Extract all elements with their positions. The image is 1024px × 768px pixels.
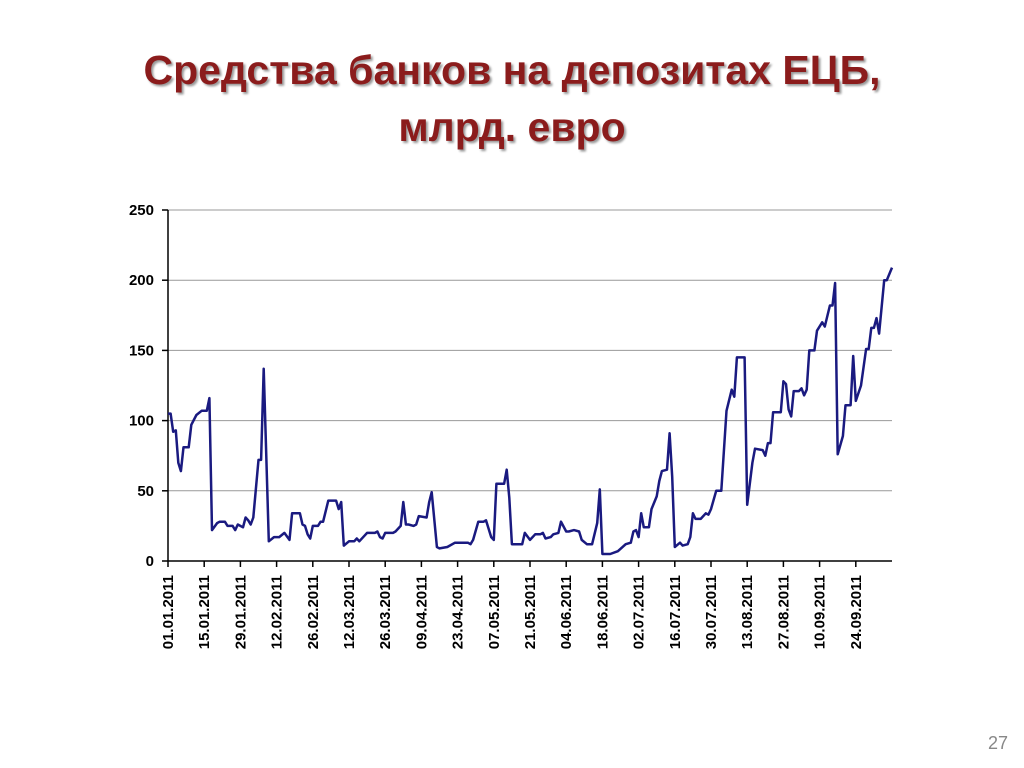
y-tick-label: 50 [137, 483, 154, 500]
x-tick-label: 13.08.2011 [739, 575, 756, 649]
x-tick-label: 29.01.2011 [232, 575, 249, 649]
x-tick-label: 02.07.2011 [631, 575, 648, 649]
x-tick-label: 16.07.2011 [667, 575, 684, 649]
x-tick-label: 26.03.2011 [377, 575, 394, 649]
x-tick-label: 01.01.2011 [160, 575, 177, 649]
slide-title: Средства банков на депозитах ЕЦБ, млрд. … [143, 47, 881, 150]
page-number: 27 [987, 733, 1008, 753]
x-tick-label: 09.04.2011 [413, 575, 430, 649]
x-tick-label: 15.01.2011 [196, 575, 213, 649]
x-tick-label: 07.05.2011 [486, 575, 503, 649]
x-tick-label: 26.02.2011 [305, 575, 322, 649]
x-tick-label: 23.04.2011 [450, 575, 467, 649]
data-line [168, 267, 894, 556]
x-tick-label: 21.05.2011 [522, 575, 539, 649]
x-tick-label: 24.09.2011 [848, 575, 865, 649]
y-tick-label: 0 [146, 553, 154, 570]
x-tick-label: 12.03.2011 [341, 575, 358, 649]
x-tick-label: 18.06.2011 [594, 575, 611, 649]
x-tick-label: 12.02.2011 [269, 575, 286, 649]
x-tick-label: 27.08.2011 [775, 575, 792, 649]
x-tick-label: 30.07.2011 [703, 575, 720, 649]
y-tick-label: 200 [129, 272, 154, 289]
x-tick-label: 04.06.2011 [558, 575, 575, 649]
y-tick-label: 250 [129, 202, 154, 219]
x-tick-label: 10.09.2011 [812, 575, 829, 649]
y-tick-label: 150 [129, 342, 154, 359]
y-tick-label: 100 [129, 413, 154, 430]
